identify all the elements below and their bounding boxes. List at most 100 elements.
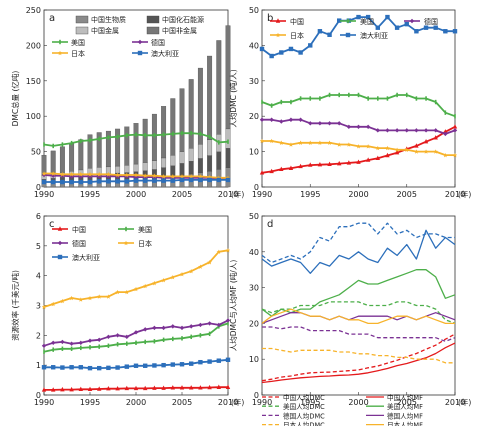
china-nonmetal-bar — [179, 88, 185, 152]
legend-marker — [123, 240, 129, 246]
series-point-4 — [216, 358, 221, 363]
series-point-4 — [69, 365, 74, 370]
china-fossil-bar — [225, 148, 231, 168]
china-metal-bar — [151, 160, 157, 170]
series-point-0 — [51, 387, 56, 392]
series-point-3 — [97, 294, 102, 299]
series-point-0 — [317, 161, 323, 167]
us-point — [162, 132, 165, 137]
legend-marker — [275, 32, 281, 38]
x-tick-label: 2005 — [397, 190, 417, 199]
y-tick-label: 4 — [36, 272, 41, 281]
japan-point — [87, 172, 93, 177]
series-point-1 — [357, 92, 360, 98]
y-axis-label: DMC总量 (亿吨) — [10, 71, 20, 127]
series-point-4 — [452, 29, 458, 34]
us-point — [181, 130, 183, 136]
series-point-2 — [443, 131, 448, 137]
series-point-2 — [327, 121, 332, 126]
series-point-4 — [385, 14, 390, 20]
series-point-0 — [60, 386, 65, 392]
x-tick-label: 2010 — [445, 190, 465, 199]
series-point-2 — [337, 121, 342, 126]
series-point-1 — [116, 342, 119, 347]
x-tick-label: 1995 — [300, 398, 320, 407]
japan-point — [189, 174, 194, 179]
series-point-1 — [261, 99, 263, 105]
china-fossil-bar — [207, 155, 213, 172]
us-point — [61, 142, 64, 147]
series-point-0 — [179, 385, 185, 390]
series-point-2 — [170, 324, 175, 329]
legend-label: 德国人均DMC — [283, 411, 325, 420]
legend-label: 中国金属 — [91, 26, 119, 35]
series-point-0 — [106, 386, 111, 391]
series-point-3 — [337, 142, 342, 147]
series-point-2 — [385, 128, 390, 133]
legend-label: 德国 — [72, 239, 86, 248]
series-point-2 — [216, 322, 221, 328]
series-point-1 — [153, 339, 156, 344]
series-point-0 — [124, 385, 129, 391]
series-point-2 — [189, 324, 194, 329]
series-point-0 — [216, 384, 221, 389]
y-tick-label: 0 — [254, 391, 259, 400]
series-point-4 — [115, 365, 120, 370]
australia-point — [216, 177, 221, 183]
series-point-0 — [337, 160, 342, 166]
china-nonmetal-bar — [225, 25, 231, 130]
series-point-3 — [179, 271, 185, 277]
series-point-1 — [319, 96, 321, 101]
china-metal-bar — [115, 165, 121, 174]
australia-point — [69, 179, 74, 185]
legend-swatch — [75, 26, 89, 35]
legend-label: 中国非金属 — [162, 26, 197, 35]
series-point-3 — [423, 149, 429, 154]
series-point-1 — [199, 333, 202, 338]
china-metal-bar — [188, 148, 194, 162]
series-point-0 — [78, 386, 83, 392]
series-point-3 — [385, 145, 390, 151]
series-point-2 — [115, 333, 120, 338]
x-tick-label: 2000 — [126, 190, 146, 199]
y-tick-label: 3 — [36, 302, 41, 311]
japan-point — [179, 174, 185, 179]
series-point-3 — [452, 152, 458, 158]
series-point-1 — [309, 96, 312, 101]
series-point-3 — [161, 277, 166, 283]
australia-point — [179, 177, 185, 183]
japan-point — [51, 171, 56, 176]
series-point-0 — [69, 386, 74, 392]
y-tick-label: 20 — [249, 319, 259, 328]
series-point-2 — [51, 340, 56, 345]
china-metal-bar — [207, 139, 213, 156]
legend-marker — [57, 50, 63, 56]
series-line-2 — [261, 301, 456, 325]
series-point-2 — [404, 128, 409, 133]
x-axis-unit: (年) — [458, 397, 471, 407]
series-point-0 — [298, 163, 303, 169]
series-point-2 — [207, 321, 212, 326]
china-nonmetal-bar — [161, 106, 167, 159]
y-axis-label: 人均DMC与人均MF (吨/人) — [228, 260, 238, 352]
legend-label: 中国化石能源 — [162, 15, 204, 24]
japan-point — [60, 172, 65, 177]
australia-point — [124, 179, 129, 184]
x-tick-label: 2005 — [397, 398, 417, 407]
series-point-0 — [356, 159, 361, 164]
series-point-0 — [152, 385, 157, 390]
series-point-4 — [414, 29, 419, 34]
us-point — [172, 131, 174, 137]
legend-marker — [345, 32, 351, 38]
series-point-2 — [288, 117, 294, 122]
china-metal-bar — [161, 157, 167, 168]
y-tick-label: 0 — [36, 183, 41, 192]
japan-point — [97, 172, 102, 177]
series-point-4 — [269, 53, 274, 59]
australia-point — [207, 177, 212, 183]
series-point-1 — [107, 343, 110, 348]
us-point — [144, 133, 146, 138]
series-point-0 — [133, 385, 139, 391]
series-point-4 — [124, 364, 129, 369]
china-metal-bar — [225, 128, 231, 149]
